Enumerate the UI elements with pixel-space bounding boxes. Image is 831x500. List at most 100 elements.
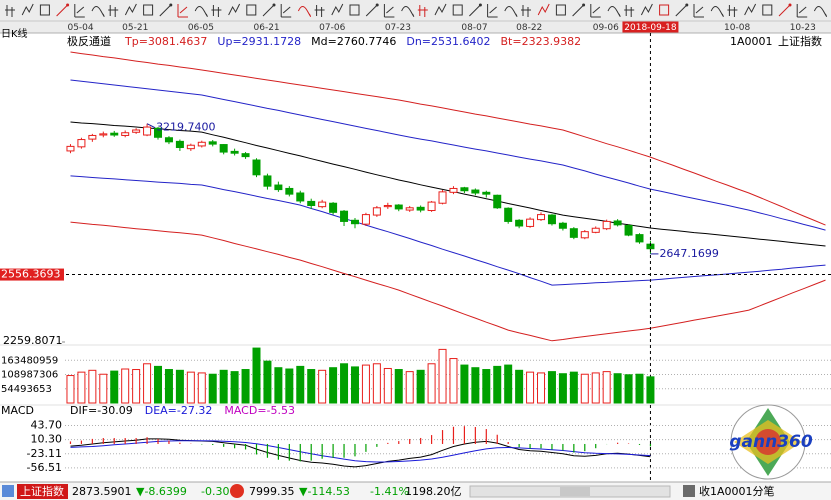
- toolbar-button[interactable]: [778, 3, 792, 17]
- icon-stroke[interactable]: [272, 3, 276, 7]
- icon-stroke[interactable]: [778, 4, 791, 17]
- toolbar-button[interactable]: [349, 4, 360, 16]
- toolbar-button[interactable]: [710, 6, 724, 17]
- toolbar-button[interactable]: [624, 5, 635, 17]
- toolbar-button[interactable]: [108, 5, 119, 17]
- icon-stroke[interactable]: [56, 4, 68, 17]
- toolbar-button[interactable]: [434, 3, 447, 16]
- toolbar-button[interactable]: [297, 6, 312, 17]
- icon-stroke[interactable]: [762, 4, 773, 16]
- icon-stroke[interactable]: [375, 3, 379, 7]
- icon-stroke[interactable]: [401, 6, 415, 17]
- icon-stroke[interactable]: [159, 4, 172, 17]
- scrollbar-thumb[interactable]: [560, 487, 590, 496]
- toolbar-button[interactable]: [813, 6, 828, 17]
- toolbar-button[interactable]: [504, 6, 518, 17]
- toolbar-button[interactable]: [675, 3, 689, 17]
- status-icon[interactable]: [683, 485, 695, 497]
- icon-stroke[interactable]: [582, 3, 586, 7]
- toolbar-button[interactable]: [280, 4, 292, 18]
- icon-stroke[interactable]: [349, 4, 360, 16]
- icon-stroke[interactable]: [452, 4, 463, 16]
- icon-stroke[interactable]: [798, 6, 807, 14]
- icon-stroke[interactable]: [710, 6, 724, 17]
- icon-stroke[interactable]: [228, 3, 241, 16]
- icon-stroke[interactable]: [659, 4, 670, 16]
- status-icon[interactable]: [2, 485, 14, 497]
- toolbar-button[interactable]: [383, 4, 395, 18]
- toolbar-button[interactable]: [39, 4, 50, 16]
- icon-stroke[interactable]: [555, 4, 566, 16]
- toolbar-button[interactable]: [246, 4, 257, 16]
- toolbar-button[interactable]: [727, 5, 738, 17]
- toolbar-button[interactable]: [228, 3, 241, 16]
- icon-stroke[interactable]: [640, 3, 653, 16]
- toolbar-button[interactable]: [21, 3, 34, 16]
- icon-stroke[interactable]: [537, 3, 550, 16]
- toolbar-button[interactable]: [572, 3, 586, 17]
- toolbar-button[interactable]: [487, 4, 498, 18]
- icon-stroke[interactable]: [246, 4, 257, 16]
- icon-stroke[interactable]: [504, 6, 518, 17]
- toolbar-button[interactable]: [762, 4, 773, 16]
- toolbar-button[interactable]: [796, 4, 808, 18]
- icon-stroke[interactable]: [331, 3, 344, 16]
- toolbar-button[interactable]: [417, 5, 428, 17]
- toolbar-button[interactable]: [693, 4, 704, 18]
- icon-stroke[interactable]: [592, 6, 601, 14]
- toolbar-button[interactable]: [124, 3, 137, 16]
- toolbar-button[interactable]: [365, 3, 379, 17]
- icon-stroke[interactable]: [76, 6, 85, 14]
- icon-stroke[interactable]: [469, 4, 481, 17]
- toolbar-button[interactable]: [744, 3, 757, 16]
- toolbar-button[interactable]: [521, 5, 531, 17]
- toolbar-button[interactable]: [659, 4, 670, 16]
- icon-stroke[interactable]: [194, 6, 208, 17]
- toolbar-button[interactable]: [640, 3, 653, 16]
- icon-stroke[interactable]: [695, 6, 704, 14]
- icon-stroke[interactable]: [282, 6, 291, 14]
- icon-stroke[interactable]: [434, 3, 447, 16]
- toolbar-button[interactable]: [590, 4, 601, 18]
- toolbar-button[interactable]: [74, 4, 85, 18]
- icon-stroke[interactable]: [744, 3, 757, 16]
- icon-stroke[interactable]: [675, 4, 688, 17]
- toolbar-button[interactable]: [91, 6, 105, 17]
- toolbar-button[interactable]: [452, 4, 463, 16]
- icon-stroke[interactable]: [607, 6, 621, 17]
- toolbar-button[interactable]: [56, 3, 70, 17]
- icon-stroke[interactable]: [685, 3, 689, 7]
- toolbar-button[interactable]: [211, 5, 222, 17]
- icon-stroke[interactable]: [179, 6, 188, 14]
- toolbar-button[interactable]: [262, 3, 276, 17]
- toolbar-button[interactable]: [469, 3, 482, 17]
- icon-stroke[interactable]: [91, 6, 105, 17]
- toolbar-button[interactable]: [159, 3, 173, 17]
- toolbar-button[interactable]: [5, 5, 15, 17]
- toolbar-button[interactable]: [607, 6, 621, 17]
- toolbar-button[interactable]: [401, 6, 415, 17]
- icon-stroke[interactable]: [386, 6, 394, 14]
- toolbar-button[interactable]: [555, 4, 566, 16]
- icon-stroke[interactable]: [143, 4, 154, 16]
- icon-stroke[interactable]: [788, 3, 792, 7]
- icon-stroke[interactable]: [66, 3, 70, 7]
- icon-stroke[interactable]: [365, 4, 378, 17]
- toolbar-button[interactable]: [314, 5, 325, 17]
- icon-stroke[interactable]: [39, 4, 50, 16]
- icon-stroke[interactable]: [572, 4, 584, 17]
- icon-stroke[interactable]: [21, 3, 34, 16]
- toolbar-button[interactable]: [331, 3, 344, 16]
- icon-stroke[interactable]: [489, 6, 497, 14]
- toolbar-button[interactable]: [177, 4, 188, 18]
- icon-stroke[interactable]: [297, 6, 312, 17]
- icon-stroke[interactable]: [262, 4, 275, 17]
- index-badge[interactable]: [17, 484, 68, 499]
- icon-stroke[interactable]: [478, 3, 482, 7]
- toolbar-button[interactable]: [143, 4, 154, 16]
- toolbar-button[interactable]: [194, 6, 208, 17]
- icon-stroke[interactable]: [813, 6, 828, 17]
- toolbar-button[interactable]: [537, 3, 550, 16]
- tick-detail-label[interactable]: 收1A0001分笔: [699, 484, 775, 498]
- icon-stroke[interactable]: [124, 3, 137, 16]
